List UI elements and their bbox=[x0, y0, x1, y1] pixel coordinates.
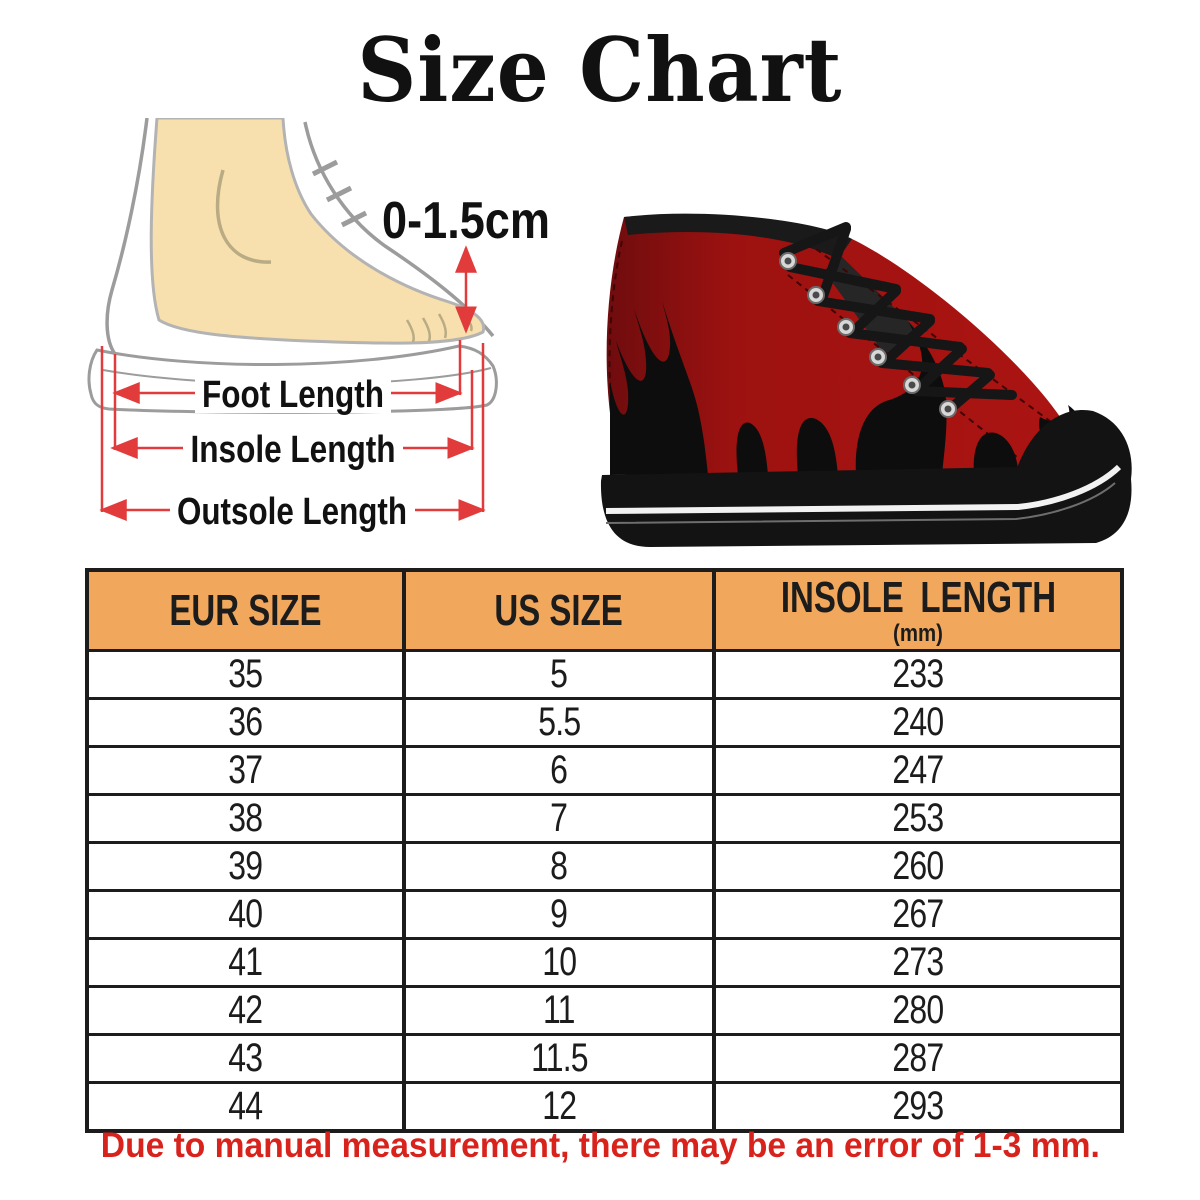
flame-pattern bbox=[610, 301, 1092, 475]
us-size-cell: 6 bbox=[402, 745, 716, 796]
laces bbox=[779, 222, 1017, 414]
sole-thin-line bbox=[605, 482, 1116, 524]
size-row: 38 7 253 bbox=[85, 793, 1124, 844]
measurement-error-note: Due to manual measurement, there may be … bbox=[0, 1126, 1200, 1166]
insole-length-cell: 273 bbox=[712, 937, 1124, 988]
insole-length-cell: 293 bbox=[712, 1081, 1124, 1133]
page-title-text: Size Chart bbox=[357, 18, 843, 122]
us-size-cell: 7 bbox=[402, 793, 716, 844]
eur-size-cell: 43 bbox=[85, 1033, 406, 1084]
insole-length-label: Insole Length bbox=[191, 429, 396, 471]
insole-length-cell: 247 bbox=[712, 745, 1124, 796]
eur-size-cell: 42 bbox=[85, 985, 406, 1036]
header-insole-unit: (mm) bbox=[893, 619, 943, 647]
us-size-cell: 5.5 bbox=[402, 697, 716, 748]
foot-length-label: Foot Length bbox=[202, 374, 384, 416]
size-row: 44 12 293 bbox=[85, 1081, 1124, 1133]
page-title: Size Chart bbox=[0, 18, 1200, 122]
lace-marks bbox=[311, 159, 368, 228]
sole-white-stripe bbox=[605, 464, 1122, 514]
insole-length-cell: 260 bbox=[712, 841, 1124, 892]
eur-size-cell: 41 bbox=[85, 937, 406, 988]
us-size-cell: 8 bbox=[402, 841, 716, 892]
insole-length-cell: 233 bbox=[712, 649, 1124, 700]
us-size-cell: 10 bbox=[402, 937, 716, 988]
size-row: 40 9 267 bbox=[85, 889, 1124, 940]
us-size-cell: 9 bbox=[402, 889, 716, 940]
eur-size-cell: 44 bbox=[85, 1081, 406, 1133]
eur-size-cell: 37 bbox=[85, 745, 406, 796]
foot-shape bbox=[149, 118, 486, 345]
size-row: 36 5.5 240 bbox=[85, 697, 1124, 748]
header-insole-length: INSOLE LENGTH (mm) bbox=[712, 568, 1124, 652]
shoe-collar bbox=[624, 213, 852, 259]
size-table: EUR SIZE US SIZE INSOLE LENGTH (mm) 35 5 2… bbox=[85, 568, 1124, 1133]
size-row: 37 6 247 bbox=[85, 745, 1124, 796]
header-us-size: US SIZE bbox=[402, 568, 716, 652]
insole-length-cell: 267 bbox=[712, 889, 1124, 940]
size-row: 42 11 280 bbox=[85, 985, 1124, 1036]
us-size-cell: 11 bbox=[402, 985, 716, 1036]
size-row: 43 11.5 287 bbox=[85, 1033, 1124, 1084]
dimension-label-backgrounds bbox=[170, 373, 415, 530]
eur-size-cell: 38 bbox=[85, 793, 406, 844]
us-size-cell: 12 bbox=[402, 1081, 716, 1133]
us-size-cell: 11.5 bbox=[402, 1033, 716, 1084]
ankle-crease bbox=[215, 169, 272, 264]
size-row: 41 10 273 bbox=[85, 937, 1124, 988]
eur-size-cell: 39 bbox=[85, 841, 406, 892]
size-table-header-row: EUR SIZE US SIZE INSOLE LENGTH (mm) bbox=[85, 568, 1124, 652]
shoe-back-outline bbox=[105, 118, 149, 356]
size-row: 39 8 260 bbox=[85, 841, 1124, 892]
insole-length-cell: 280 bbox=[712, 985, 1124, 1036]
us-size-cell: 5 bbox=[402, 649, 716, 700]
eur-size-cell: 36 bbox=[85, 697, 406, 748]
eur-size-cell: 35 bbox=[85, 649, 406, 700]
dimension-labels: 0-1.5cm Foot Length Insole Length Outsol… bbox=[177, 192, 550, 533]
sneaker-image bbox=[600, 213, 1132, 547]
toe-gap-label: 0-1.5cm bbox=[382, 192, 550, 250]
eur-size-cell: 40 bbox=[85, 889, 406, 940]
eyelets bbox=[779, 252, 957, 418]
insole-length-cell: 287 bbox=[712, 1033, 1124, 1084]
insole-length-cell: 240 bbox=[712, 697, 1124, 748]
outsole-length-label: Outsole Length bbox=[177, 491, 407, 533]
measurement-error-note-text: Due to manual measurement, there may be … bbox=[100, 1126, 1100, 1165]
size-row: 35 5 233 bbox=[85, 649, 1124, 700]
insole-length-cell: 253 bbox=[712, 793, 1124, 844]
header-eur-size: EUR SIZE bbox=[85, 568, 406, 652]
foot-measurement-diagram: 0-1.5cm Foot Length Insole Length Outsol… bbox=[87, 118, 550, 533]
